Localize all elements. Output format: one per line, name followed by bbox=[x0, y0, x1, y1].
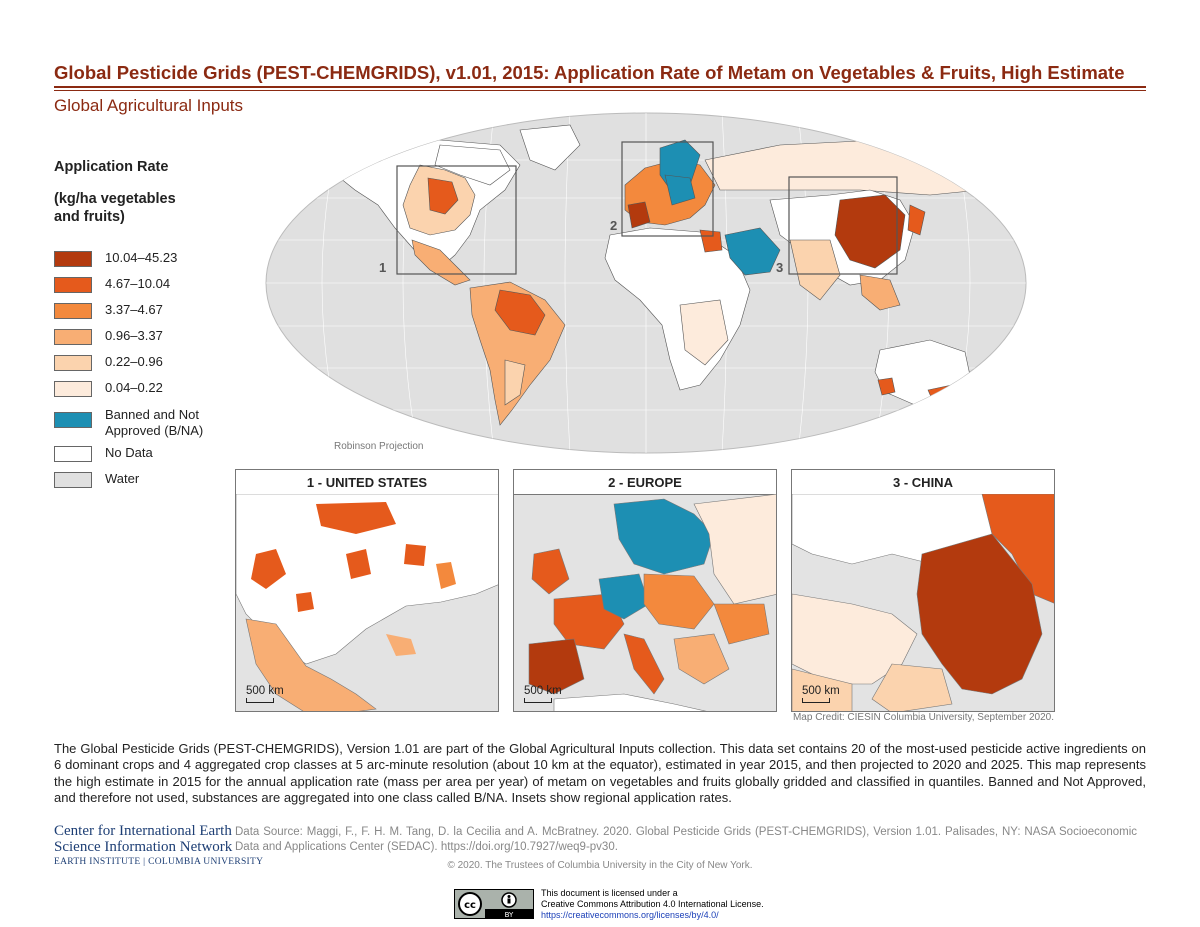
legend-swatch bbox=[54, 303, 92, 319]
world-map: 1 2 3 bbox=[265, 112, 1027, 454]
legend-swatch bbox=[54, 381, 92, 397]
inset-title: 2 - EUROPE bbox=[514, 470, 776, 495]
data-source: Data Source: Maggi, F., F. H. M. Tang, D… bbox=[235, 826, 1137, 853]
inset-map-china bbox=[792, 494, 1054, 711]
legend-label: No Data bbox=[105, 445, 153, 460]
legend-swatch bbox=[54, 412, 92, 428]
description: The Global Pesticide Grids (PEST-CHEMGRI… bbox=[54, 741, 1146, 805]
org-line1: Center for International Earth bbox=[54, 823, 232, 839]
new-zealand bbox=[994, 394, 1011, 421]
title-rule bbox=[54, 86, 1146, 88]
legend-item: 10.04–45.23 bbox=[54, 250, 225, 271]
inset-box-europe bbox=[621, 141, 714, 237]
inset-europe: 2 - EUROPE 500 km bbox=[513, 469, 777, 712]
scale-bar-line bbox=[524, 698, 552, 703]
legend-swatch bbox=[54, 329, 92, 345]
west-australia-hotspot bbox=[877, 377, 896, 396]
inset-marker: 1 bbox=[379, 260, 386, 275]
greenland bbox=[519, 124, 581, 171]
license-text: This document is licensed under a Creati… bbox=[541, 888, 764, 921]
cc-icon: cc BY bbox=[455, 890, 533, 919]
legend-label: 0.04–0.22 bbox=[105, 380, 163, 395]
legend-label: 10.04–45.23 bbox=[105, 250, 178, 265]
legend-swatch bbox=[54, 277, 92, 293]
inset-marker: 2 bbox=[610, 218, 617, 233]
legend-label: 3.37–4.67 bbox=[105, 302, 163, 317]
cc-license-badge[interactable]: cc BY bbox=[454, 889, 534, 919]
scale-label: 500 km bbox=[802, 685, 840, 697]
east-africa bbox=[679, 299, 729, 366]
inset-box-china bbox=[788, 176, 898, 275]
legend-label: Water bbox=[105, 471, 140, 486]
scale-bar: 500 km bbox=[524, 685, 562, 703]
scale-bar-line bbox=[802, 698, 830, 703]
scale-label: 500 km bbox=[246, 685, 284, 697]
map-subtitle: Global Agricultural Inputs bbox=[54, 96, 243, 115]
inset-title: 1 - UNITED STATES bbox=[236, 470, 498, 495]
legend-label: Banned and Not Approved (B/NA) bbox=[105, 407, 204, 438]
usa-hotspot bbox=[427, 177, 459, 215]
legend-title: Application Rate bbox=[54, 159, 169, 175]
org-line2: Science Information Network bbox=[54, 839, 233, 855]
inset-china: 3 - CHINA 500 km bbox=[791, 469, 1055, 712]
copyright: © 2020. The Trustees of Columbia Univers… bbox=[447, 860, 753, 871]
legend-item: 3.37–4.67 bbox=[54, 302, 225, 323]
canada bbox=[434, 144, 511, 186]
japan bbox=[907, 204, 926, 236]
scale-bar: 500 km bbox=[802, 685, 840, 703]
legend-swatch bbox=[54, 355, 92, 371]
ciesin-logo: Center for International Earth Science I… bbox=[54, 823, 263, 867]
legend-label: 4.67–10.04 bbox=[105, 276, 171, 291]
india bbox=[789, 239, 841, 301]
iberia bbox=[627, 201, 651, 229]
license-line1: This document is licensed under a bbox=[541, 888, 678, 898]
svg-text:cc: cc bbox=[464, 900, 476, 911]
inset-map-usa bbox=[236, 494, 498, 711]
legend-item: 4.67–10.04 bbox=[54, 276, 225, 297]
brazil-hotspot bbox=[494, 289, 546, 336]
map-title: Global Pesticide Grids (PEST-CHEMGRIDS),… bbox=[54, 62, 1125, 83]
legend-item: No Data bbox=[54, 445, 225, 466]
license-link[interactable]: https://creativecommons.org/licenses/by/… bbox=[541, 910, 719, 920]
legend-item: Banned and Not Approved (B/NA) bbox=[54, 407, 225, 442]
scale-bar: 500 km bbox=[246, 685, 284, 703]
legend-item: 0.22–0.96 bbox=[54, 354, 225, 375]
argentina bbox=[504, 359, 526, 406]
title-rule-thin bbox=[54, 90, 1146, 91]
org-line3: EARTH INSTITUTE | COLUMBIA UNIVERSITY bbox=[54, 857, 264, 867]
legend-item: Water bbox=[54, 471, 225, 492]
cc-by-label: BY bbox=[505, 911, 514, 918]
southeast-asia bbox=[859, 274, 901, 311]
legend-unit: (kg/ha vegetables and fruits) bbox=[54, 191, 176, 225]
projection-label: Robinson Projection bbox=[334, 441, 424, 452]
map-credit: Map Credit: CIESIN Columbia University, … bbox=[792, 712, 1054, 723]
legend-label: 0.22–0.96 bbox=[105, 354, 163, 369]
scale-label: 500 km bbox=[524, 685, 562, 697]
inset-united-states: 1 - UNITED STATES 500 km bbox=[235, 469, 499, 712]
central-europe bbox=[664, 174, 696, 206]
legend-item: 0.04–0.22 bbox=[54, 380, 225, 401]
legend-item: 0.96–3.37 bbox=[54, 328, 225, 349]
license-line2: Creative Commons Attribution 4.0 Interna… bbox=[541, 899, 764, 909]
legend-swatch bbox=[54, 251, 92, 267]
inset-title: 3 - CHINA bbox=[792, 470, 1054, 495]
legend-swatch bbox=[54, 446, 92, 462]
legend-swatch bbox=[54, 472, 92, 488]
inset-map-europe bbox=[528, 494, 776, 711]
legend-label: 0.96–3.37 bbox=[105, 328, 163, 343]
inset-box-usa bbox=[396, 165, 517, 275]
inset-marker: 3 bbox=[776, 260, 783, 275]
scale-bar-line bbox=[246, 698, 274, 703]
china bbox=[834, 194, 906, 269]
arabia bbox=[724, 227, 781, 276]
